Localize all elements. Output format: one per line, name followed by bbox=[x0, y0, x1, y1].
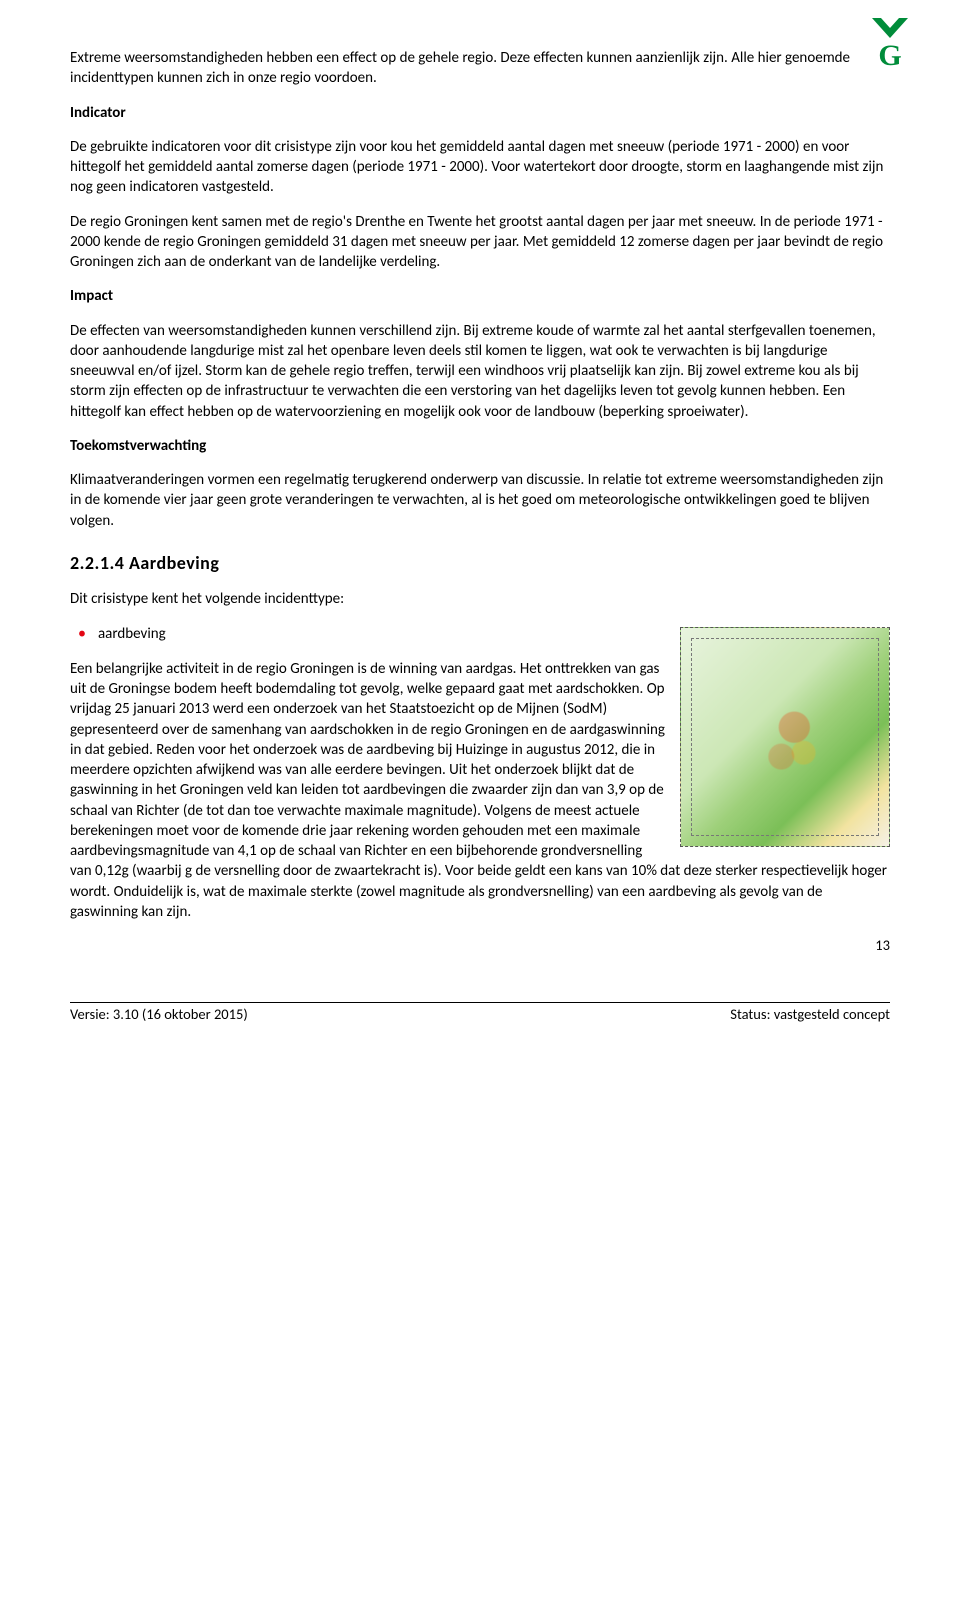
indicator-p1: De gebruikte indicatoren voor dit crisis… bbox=[70, 137, 890, 198]
intro-paragraph: Extreme weersomstandigheden hebben een e… bbox=[70, 48, 890, 89]
groningen-map-figure bbox=[680, 627, 890, 847]
footer-version: Versie: 3.10 (16 oktober 2015) bbox=[70, 1005, 248, 1025]
logo-v-icon bbox=[872, 18, 908, 40]
impact-p1: De effecten van weersomstandigheden kunn… bbox=[70, 321, 890, 422]
impact-heading: Impact bbox=[70, 286, 890, 306]
footer-status: Status: vastgesteld concept bbox=[730, 1005, 890, 1025]
toekomst-heading: Toekomstverwachting bbox=[70, 436, 890, 456]
footer-rule bbox=[70, 1002, 890, 1003]
page-number: 13 bbox=[70, 936, 890, 956]
indicator-p2: De regio Groningen kent samen met de reg… bbox=[70, 212, 890, 273]
indicator-heading: Indicator bbox=[70, 103, 890, 123]
section-224-intro: Dit crisistype kent het volgende inciden… bbox=[70, 589, 890, 609]
toekomst-p1: Klimaatveranderingen vormen een regelmat… bbox=[70, 470, 890, 531]
footer-row: Versie: 3.10 (16 oktober 2015) Status: v… bbox=[70, 1005, 890, 1025]
logo-letter: G bbox=[872, 41, 908, 71]
brand-logo: G bbox=[872, 18, 908, 71]
section-2-2-1-4-title: 2.2.1.4 Aardbeving bbox=[70, 551, 890, 575]
